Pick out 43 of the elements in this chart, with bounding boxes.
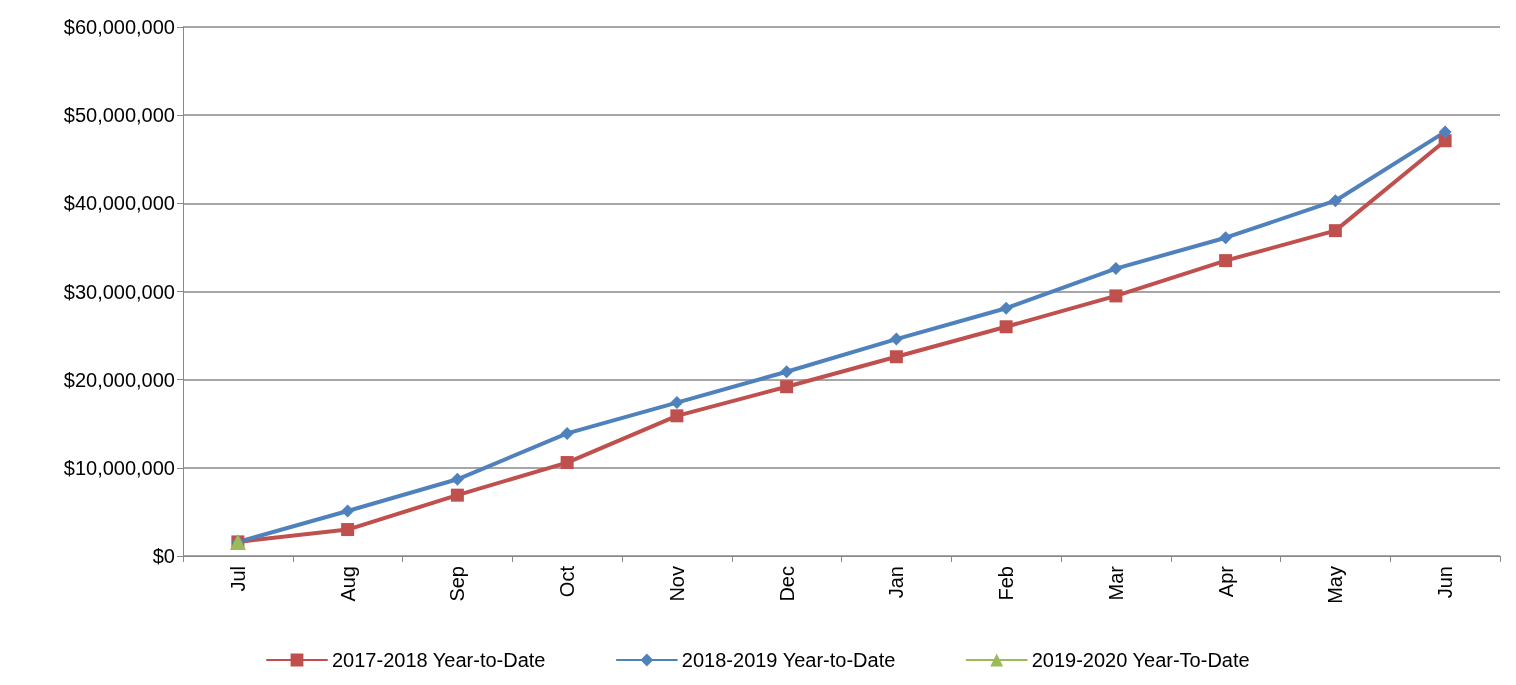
point (450, 488, 464, 502)
point (1438, 125, 1452, 139)
x-tick-label: Aug (336, 566, 359, 602)
point (1328, 224, 1342, 238)
point (670, 409, 684, 423)
point (1109, 262, 1123, 276)
point (889, 332, 903, 346)
x-tick-label: Oct (556, 565, 579, 598)
point (999, 301, 1013, 315)
point (450, 472, 464, 486)
x-tick-label: Nov (665, 566, 688, 602)
point (780, 380, 794, 394)
point (670, 396, 684, 410)
point (780, 365, 794, 379)
point (1328, 194, 1342, 208)
point (1109, 289, 1123, 303)
point (1219, 254, 1233, 268)
x-tick-label: Jun (1434, 566, 1457, 599)
x-tick-label: Jul (226, 566, 249, 592)
point (560, 426, 574, 440)
x-tick-label: Sep (446, 566, 469, 602)
y-tick-label: $30,000,000 (63, 280, 175, 303)
y-tick-label: $50,000,000 (63, 104, 175, 127)
point (889, 350, 903, 364)
legend-label: 2019-2020 Year-To-Date (1031, 649, 1250, 671)
x-tick-label: Dec (775, 566, 798, 602)
x-tick-label: May (1324, 566, 1347, 604)
y-tick-label: $60,000,000 (63, 16, 175, 38)
y-tick-label: $40,000,000 (63, 192, 175, 215)
point (560, 456, 574, 470)
legend-label: 2017-2018 Year-to-Date (331, 649, 546, 671)
x-tick-label: Jan (885, 566, 908, 599)
legend-label: 2018-2019 Year-to-Date (681, 649, 896, 671)
point (1219, 231, 1233, 245)
y-tick-label: $0 (152, 545, 175, 567)
y-tick-label: $10,000,000 (63, 456, 175, 479)
point (999, 320, 1013, 334)
y-tick-label: $20,000,000 (63, 368, 175, 391)
x-tick-label: Mar (1104, 565, 1127, 601)
x-tick-label: Apr (1214, 565, 1237, 598)
x-tick-label: Feb (995, 566, 1018, 601)
point (341, 504, 355, 518)
point (341, 523, 355, 537)
